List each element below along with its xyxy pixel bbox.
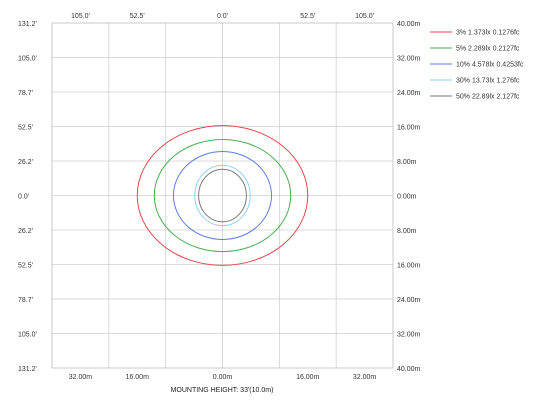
x-bottom-tick-label: 16.00m xyxy=(296,374,320,381)
x-top-tick-label: 105.0' xyxy=(71,13,90,20)
x-bottom-tick-label: 32.00m xyxy=(353,374,377,381)
contour-line-3 xyxy=(172,151,273,240)
bottom-axis-ticks: 32.00m 16.00m 0.00m 16.00m 32.00m xyxy=(69,374,377,381)
y-right-tick-label: 0.00m xyxy=(397,194,417,201)
x-axis-caption: MOUNTING HEIGHT: 33'(10.0m) xyxy=(171,387,274,394)
right-axis-ticks: 40.00m 32.00m 24.00m 16.00m 8.00m 0.00m 8.00m 1… xyxy=(397,21,421,373)
y-left-tick-label: 26.2' xyxy=(18,159,33,166)
contour-line-5 xyxy=(198,168,247,223)
y-right-tick-label: 40.00m xyxy=(397,366,421,373)
x-top-tick-label: 0.0' xyxy=(217,13,228,20)
y-left-tick-label: 26.2' xyxy=(18,228,33,235)
x-bottom-tick-label: 32.00m xyxy=(69,374,93,381)
y-right-tick-label: 32.00m xyxy=(397,56,421,63)
y-left-tick-label: 52.5' xyxy=(18,263,33,270)
y-left-tick-label: 105.0' xyxy=(18,332,37,339)
contour-line-1 xyxy=(136,125,309,266)
y-right-tick-label: 8.00m xyxy=(397,159,417,166)
contour-line-2 xyxy=(153,138,292,253)
y-left-tick-label: 78.7' xyxy=(18,90,33,97)
y-left-tick-label: 0.0' xyxy=(18,194,29,201)
x-top-tick-label: 52.5' xyxy=(300,13,315,20)
y-right-tick-label: 24.00m xyxy=(397,90,421,97)
contour-line-4 xyxy=(194,164,251,227)
y-left-tick-label: 131.2' xyxy=(18,366,37,373)
legend-label: 3% 1.373lx 0.1276fc xyxy=(456,30,520,37)
x-bottom-tick-label: 0.00m xyxy=(213,374,233,381)
legend-label: 30% 13.73lx 1.276fc xyxy=(456,78,520,85)
x-top-tick-label: 105.0' xyxy=(355,13,374,20)
left-axis-ticks: 131.2' 105.0' 78.7' 52.5' 26.2' 0.0' 26.2' 52.5… xyxy=(18,21,37,373)
x-bottom-tick-label: 16.00m xyxy=(126,374,150,381)
y-left-tick-label: 105.0' xyxy=(18,56,37,63)
plot-frame xyxy=(51,22,394,369)
y-right-tick-label: 32.00m xyxy=(397,332,421,339)
top-axis-ticks: 105.0' 52.5' 0.0' 52.5' 105.0' xyxy=(71,13,374,20)
y-right-tick-label: 8.00m xyxy=(397,228,417,235)
legend-label: 5% 2.289lx 0.2127fc xyxy=(456,46,520,53)
y-right-tick-label: 40.00m xyxy=(397,21,421,28)
contour-group xyxy=(136,125,309,266)
legend: 3% 1.373lx 0.1276fc 5% 2.289lx 0.2127fc 10… xyxy=(430,30,524,101)
y-right-tick-label: 16.00m xyxy=(397,263,421,270)
legend-label: 50% 22.89lx 2.127fc xyxy=(456,94,520,101)
y-left-tick-label: 52.5' xyxy=(18,125,33,132)
y-left-tick-label: 131.2' xyxy=(18,21,37,28)
y-right-tick-label: 24.00m xyxy=(397,297,421,304)
legend-label: 10% 4.578lx 0.4253fc xyxy=(456,62,524,69)
y-right-tick-label: 16.00m xyxy=(397,125,421,132)
y-left-tick-label: 78.7' xyxy=(18,297,33,304)
grid xyxy=(52,23,393,368)
x-top-tick-label: 52.5' xyxy=(130,13,145,20)
